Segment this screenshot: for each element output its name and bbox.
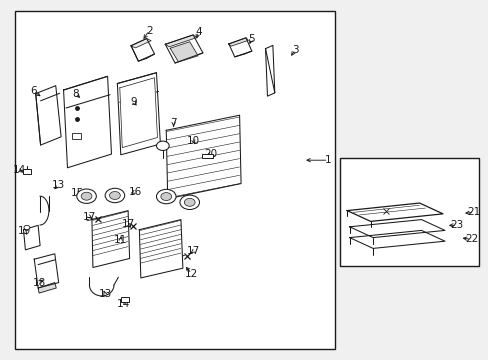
Polygon shape xyxy=(131,39,154,61)
Text: 13: 13 xyxy=(52,180,65,190)
Text: 5: 5 xyxy=(248,33,255,44)
Text: 17: 17 xyxy=(186,246,200,256)
Polygon shape xyxy=(265,45,274,96)
Text: 12: 12 xyxy=(184,269,198,279)
Text: 17: 17 xyxy=(82,212,96,222)
Text: 13: 13 xyxy=(98,289,112,299)
Polygon shape xyxy=(349,220,444,238)
Text: 15: 15 xyxy=(184,199,198,210)
Text: 1: 1 xyxy=(325,155,331,165)
Text: 3: 3 xyxy=(291,45,298,55)
Text: 6: 6 xyxy=(30,86,37,96)
Polygon shape xyxy=(346,203,442,221)
Circle shape xyxy=(77,189,96,203)
Bar xyxy=(121,297,129,302)
Polygon shape xyxy=(92,211,129,267)
Text: 14: 14 xyxy=(116,299,130,309)
Circle shape xyxy=(81,192,92,200)
Text: 18: 18 xyxy=(32,278,46,288)
Polygon shape xyxy=(63,76,111,168)
Text: 9: 9 xyxy=(130,96,137,107)
Bar xyxy=(72,133,81,139)
Polygon shape xyxy=(228,38,248,46)
Text: 10: 10 xyxy=(187,136,200,146)
Text: 7: 7 xyxy=(170,118,177,128)
Circle shape xyxy=(161,193,171,201)
Text: 16: 16 xyxy=(128,186,142,197)
Text: 8: 8 xyxy=(72,89,79,99)
Polygon shape xyxy=(131,39,151,48)
Circle shape xyxy=(180,195,199,210)
Circle shape xyxy=(184,198,195,206)
Text: 14: 14 xyxy=(13,165,26,175)
Polygon shape xyxy=(349,230,444,248)
Polygon shape xyxy=(228,38,251,57)
Text: 23: 23 xyxy=(449,220,463,230)
Text: 15: 15 xyxy=(70,188,84,198)
Polygon shape xyxy=(120,78,157,148)
Text: 17: 17 xyxy=(121,219,135,229)
Text: 4: 4 xyxy=(195,27,202,37)
Polygon shape xyxy=(165,35,203,63)
Text: 11: 11 xyxy=(114,235,127,245)
Polygon shape xyxy=(117,73,160,155)
Polygon shape xyxy=(38,283,56,293)
Polygon shape xyxy=(36,86,61,145)
Circle shape xyxy=(109,192,120,199)
Polygon shape xyxy=(23,225,40,250)
Circle shape xyxy=(24,225,30,230)
Text: 2: 2 xyxy=(145,26,152,36)
Polygon shape xyxy=(166,115,241,199)
Circle shape xyxy=(156,189,176,204)
Bar xyxy=(23,169,31,174)
Polygon shape xyxy=(165,35,197,47)
Bar xyxy=(15,11,334,349)
Text: 20: 20 xyxy=(204,149,217,159)
Text: 21: 21 xyxy=(467,207,480,217)
Polygon shape xyxy=(170,42,198,62)
Polygon shape xyxy=(34,254,59,288)
Text: 22: 22 xyxy=(464,234,477,244)
Polygon shape xyxy=(139,220,183,278)
Bar xyxy=(339,158,478,266)
Bar xyxy=(202,154,213,158)
Text: 19: 19 xyxy=(18,226,31,237)
Circle shape xyxy=(156,141,169,150)
Circle shape xyxy=(105,188,124,203)
